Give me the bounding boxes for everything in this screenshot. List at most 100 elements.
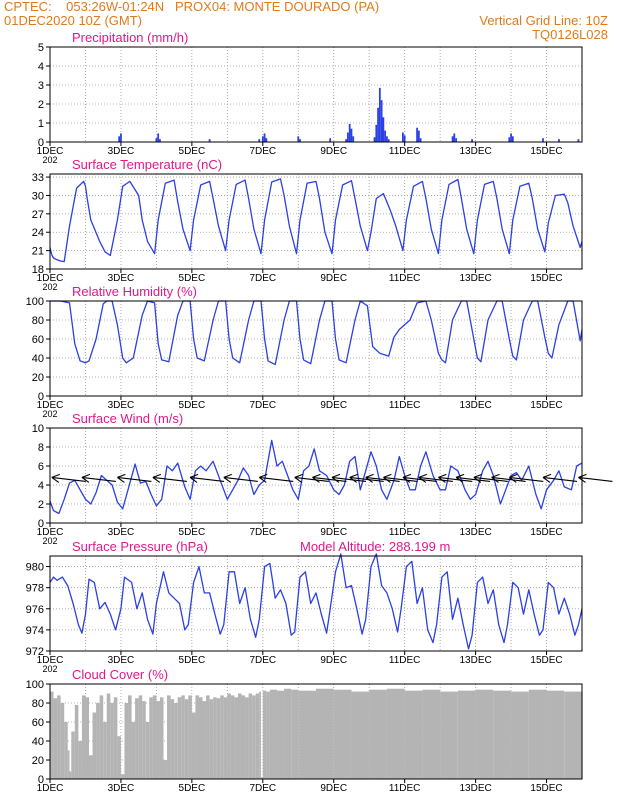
- cloud-bar: [184, 699, 189, 779]
- y-tick-label: 18: [32, 264, 44, 276]
- x-tick-label: 9DEC: [320, 146, 347, 157]
- x-tick-label: 3DEC: [108, 146, 135, 157]
- x-tick-label: 15DEC: [530, 146, 562, 157]
- cloud-bar: [78, 741, 82, 779]
- cloud-bar: [475, 689, 494, 779]
- cloud-bar: [227, 693, 231, 779]
- precip-bar: [157, 133, 160, 142]
- wind-arrow: [349, 473, 384, 483]
- precip-bar: [386, 136, 388, 142]
- x-tick-label: 5DEC: [179, 783, 206, 794]
- y-tick-label: 6: [38, 461, 44, 473]
- cloud-bar: [124, 703, 129, 779]
- cloud-bar: [152, 695, 157, 779]
- cloud-bar: [99, 695, 104, 779]
- precip-bar: [377, 107, 379, 142]
- cloud-bar: [404, 690, 423, 779]
- y-tick-label: 40: [32, 736, 44, 748]
- y-tick-label: 0: [38, 774, 44, 786]
- model-altitude: Model Altitude: 288.199 m: [300, 539, 450, 554]
- wind-arrow: [51, 473, 86, 483]
- cloud-bar: [216, 698, 221, 779]
- panel-title: Relative Humidity (%): [72, 284, 197, 299]
- cloud-bar: [159, 697, 164, 779]
- precip-bar: [453, 133, 456, 142]
- precip-bar: [299, 139, 301, 142]
- x-tick-label: 11DEC: [389, 273, 421, 284]
- panel-title: Surface Pressure (hPa): [72, 539, 208, 554]
- x-tick-label: 13DEC: [459, 400, 491, 411]
- y-tick-label: 5: [38, 42, 44, 54]
- cloud-bar: [138, 695, 143, 779]
- x-tick-label: 5DEC: [179, 273, 206, 284]
- cloud-bar: [64, 722, 68, 779]
- wind-arrow: [438, 473, 473, 483]
- x-tick-label: 15DEC: [530, 400, 562, 411]
- wind-arrow: [491, 473, 526, 483]
- precip-bar: [510, 133, 512, 142]
- cloud-bar: [209, 699, 214, 779]
- precip-bar: [416, 127, 418, 142]
- precip-bar: [451, 136, 454, 142]
- wind-arrow: [312, 473, 347, 483]
- wind-arrow: [189, 473, 225, 483]
- precip-bar: [417, 130, 420, 142]
- x-tick-label: 1DEC: [37, 527, 64, 538]
- precip-bar: [297, 136, 300, 142]
- x-tick-label: 7DEC: [249, 273, 276, 284]
- cloud-bar: [195, 695, 199, 779]
- cloud-bar: [156, 701, 160, 779]
- precip-bar: [542, 138, 544, 142]
- y-tick-label: 978: [26, 583, 44, 595]
- wind-arrow: [152, 473, 187, 483]
- cloud-bar: [245, 697, 249, 779]
- cloud-bar: [316, 688, 334, 779]
- precip-bar: [208, 139, 211, 142]
- y-tick-label: 3: [38, 80, 44, 92]
- y-tick-label: 80: [32, 315, 44, 327]
- cloud-bar: [177, 697, 182, 779]
- cloud-bar: [262, 690, 267, 779]
- x-tick-label: 1DEC: [37, 400, 64, 411]
- y-tick-label: 60: [32, 334, 44, 346]
- x-tick-label: 1DEC: [37, 655, 64, 666]
- wind-arrow: [402, 473, 437, 483]
- precip-bar: [384, 130, 387, 142]
- precip-bar: [380, 100, 383, 142]
- cloud-bar: [255, 693, 260, 779]
- precip-bar: [155, 138, 158, 142]
- y-tick-label: 976: [26, 604, 44, 616]
- x-year-label: 202: [42, 664, 57, 674]
- cloud-bar: [241, 695, 246, 779]
- x-tick-label: 7DEC: [249, 783, 276, 794]
- cloud-bar: [96, 703, 100, 779]
- cloud-bar: [60, 703, 65, 779]
- cloud-bar: [220, 695, 224, 779]
- cloud-bar: [266, 691, 270, 779]
- cloud-bar: [181, 695, 185, 779]
- x-year-label: 202: [42, 155, 57, 165]
- precip-bar: [258, 139, 261, 142]
- precip-bar: [329, 138, 332, 142]
- panel-cloud: 0 20 40 60 80 100 1DEC 3DEC 5DEC 7DEC 9DEC 11DEC 13D…: [26, 667, 583, 794]
- x-tick-label: 13DEC: [459, 783, 491, 794]
- cloud-bar: [163, 760, 168, 779]
- wind-arrow: [365, 473, 400, 483]
- cloud-bar: [69, 771, 72, 779]
- cloud-bar: [261, 777, 263, 779]
- x-tick-label: 15DEC: [530, 783, 562, 794]
- y-tick-label: 27: [32, 209, 44, 221]
- panel-frame: [49, 555, 583, 652]
- y-tick-label: 4: [38, 480, 44, 492]
- wind-arrow: [455, 473, 491, 483]
- wind-arrow: [117, 473, 152, 483]
- x-tick-label: 7DEC: [249, 527, 276, 538]
- x-tick-label: 9DEC: [320, 527, 347, 538]
- rh-series-line: [50, 300, 583, 366]
- cloud-bar: [53, 698, 58, 779]
- panel-rh: 0 20 40 60 80 100 1DEC 3DEC 5DEC 7DEC 9DEC 11DEC 13D…: [26, 284, 583, 419]
- cloud-bar: [145, 722, 150, 779]
- y-tick-label: 0: [38, 518, 44, 530]
- run-date: 01DEC2020 10Z (GMT): [4, 13, 142, 28]
